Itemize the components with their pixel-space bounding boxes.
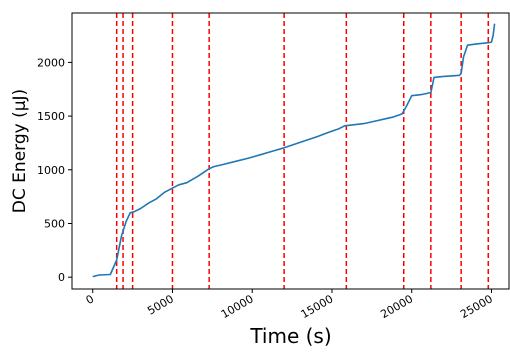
y-tick-label: 1000: [37, 164, 65, 177]
y-axis-label: DC Energy (μJ): [10, 89, 30, 213]
y-tick-label: 500: [44, 217, 65, 230]
y-tick-label: 2000: [37, 56, 65, 69]
y-tick-label: 1500: [37, 110, 65, 123]
series-layer: [92, 23, 496, 278]
axes-frame: [71, 12, 510, 290]
x-tick-label: 25000: [458, 292, 495, 321]
y-tick-label: 0: [58, 271, 65, 284]
x-tick-label: 0: [84, 292, 97, 307]
vertical-marker-lines: [115, 13, 490, 289]
series-line: [92, 23, 496, 278]
plot-background: [72, 13, 509, 289]
x-tick-label: 15000: [299, 292, 336, 321]
x-tick-label: 20000: [378, 292, 415, 321]
x-tick-label: 10000: [219, 292, 256, 321]
plot-area: [72, 13, 509, 289]
x-axis-label: Time (s): [249, 324, 331, 348]
x-tick-label: 5000: [145, 292, 176, 317]
